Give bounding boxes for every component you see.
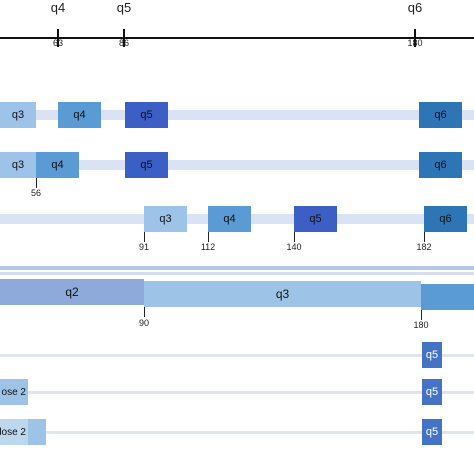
row1-box-q3: q3 bbox=[0, 102, 36, 128]
row1-box-q6: q6 bbox=[419, 102, 462, 128]
schedule-track-2 bbox=[0, 160, 474, 170]
row2-box-q6: q6 bbox=[419, 152, 462, 178]
axis-day-63: 63 bbox=[52, 38, 64, 48]
row4-bar-q3: q3 bbox=[144, 281, 421, 307]
schedule-track-5 bbox=[0, 354, 474, 357]
row3-day-91: 91 bbox=[138, 242, 150, 252]
row5-box-q5: q5 bbox=[422, 342, 442, 368]
row4-bar-q2: q2 bbox=[0, 279, 144, 305]
row3-marker-112 bbox=[208, 232, 209, 242]
axis-label-q6: q6 bbox=[407, 0, 423, 15]
row3-marker-140 bbox=[294, 232, 295, 242]
row4-bar-end bbox=[421, 284, 474, 310]
axis-day-180: 180 bbox=[407, 38, 423, 48]
row4-top-band bbox=[0, 266, 474, 270]
schedule-track-1 bbox=[0, 110, 474, 120]
row4-day-90: 90 bbox=[138, 318, 150, 328]
row2-box-q3: q3 bbox=[0, 152, 36, 178]
row2-day-56: 56 bbox=[30, 188, 42, 198]
row4-day-180: 180 bbox=[413, 320, 429, 330]
row4-marker-90 bbox=[144, 307, 145, 317]
axis-tick-q4 bbox=[57, 29, 59, 47]
schedule-track-6 bbox=[0, 391, 474, 394]
row3-box-q6: q6 bbox=[424, 206, 467, 232]
row3-day-140: 140 bbox=[286, 242, 302, 252]
row6-box-dose2: ose 2 bbox=[0, 379, 28, 405]
row2-marker-56 bbox=[36, 178, 37, 188]
axis-day-86: 86 bbox=[118, 38, 130, 48]
row4-top-band-light bbox=[0, 272, 474, 275]
row3-marker-182 bbox=[424, 232, 425, 242]
axis-label-q4: q4 bbox=[50, 0, 66, 15]
row2-box-q5: q5 bbox=[125, 152, 168, 178]
schedule-track-7 bbox=[0, 431, 474, 434]
timeline-axis bbox=[0, 37, 474, 39]
row3-box-q5: q5 bbox=[294, 206, 337, 232]
row7-box-dose2-light: t dose 2 bbox=[0, 419, 28, 445]
row3-day-112: 112 bbox=[200, 242, 216, 252]
row7-box-dose2-end bbox=[28, 419, 46, 445]
axis-tick-q5 bbox=[123, 29, 125, 47]
row7-box-q5: q5 bbox=[422, 419, 442, 445]
row6-box-q5: q5 bbox=[422, 379, 442, 405]
row3-day-182: 182 bbox=[416, 242, 432, 252]
row3-box-q3: q3 bbox=[144, 206, 187, 232]
row3-marker-91 bbox=[144, 232, 145, 242]
axis-label-q5: q5 bbox=[116, 0, 132, 15]
row3-box-q4: q4 bbox=[208, 206, 251, 232]
axis-tick-q6 bbox=[414, 29, 416, 47]
row1-box-q4: q4 bbox=[58, 102, 101, 128]
row2-box-q4: q4 bbox=[36, 152, 79, 178]
row1-box-q5: q5 bbox=[125, 102, 168, 128]
row4-marker-180 bbox=[421, 310, 422, 320]
